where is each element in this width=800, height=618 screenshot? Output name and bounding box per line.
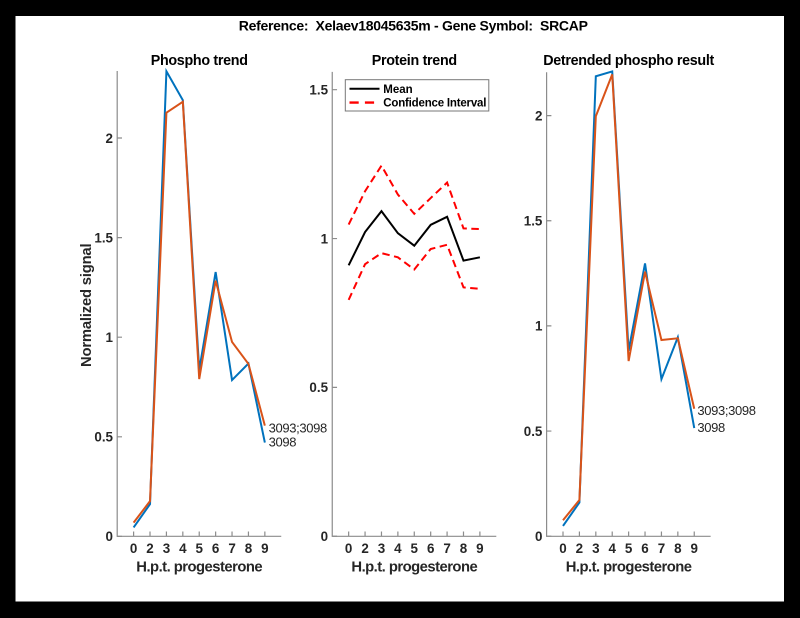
svg-text:0.5: 0.5	[309, 380, 328, 395]
svg-text:1: 1	[321, 231, 329, 246]
svg-text:0: 0	[345, 541, 352, 556]
svg-text:2: 2	[361, 541, 368, 556]
svg-text:7: 7	[658, 541, 665, 556]
svg-text:1: 1	[106, 330, 114, 345]
svg-text:Protein trend: Protein trend	[372, 53, 457, 69]
svg-text:H.p.t. progesterone: H.p.t. progesterone	[566, 560, 692, 576]
svg-text:Mean: Mean	[383, 84, 412, 96]
svg-text:9: 9	[691, 541, 698, 556]
svg-text:5: 5	[196, 541, 204, 556]
svg-text:2: 2	[146, 541, 153, 556]
svg-text:3098: 3098	[269, 435, 297, 450]
svg-text:3093;3098: 3093;3098	[697, 403, 755, 418]
svg-text:7: 7	[443, 541, 450, 556]
svg-text:0: 0	[106, 529, 113, 544]
svg-text:6: 6	[427, 541, 434, 556]
svg-text:4: 4	[394, 541, 402, 556]
svg-text:5: 5	[411, 541, 419, 556]
svg-text:5: 5	[625, 541, 633, 556]
svg-text:1.5: 1.5	[309, 83, 328, 98]
svg-text:3: 3	[378, 541, 385, 556]
svg-text:0: 0	[130, 541, 137, 556]
svg-text:8: 8	[674, 541, 682, 556]
svg-text:2: 2	[535, 108, 542, 123]
svg-text:3098: 3098	[697, 420, 725, 435]
svg-text:Normalized signal: Normalized signal	[79, 244, 95, 367]
svg-text:Reference: Xelaev18045635m -: Reference: Xelaev18045635m - Gene Symbol…	[239, 18, 588, 34]
svg-text:8: 8	[460, 541, 468, 556]
svg-text:1.5: 1.5	[524, 214, 543, 229]
svg-text:H.p.t. progesterone: H.p.t. progesterone	[351, 560, 477, 576]
svg-text:0: 0	[559, 541, 566, 556]
svg-text:1: 1	[535, 319, 543, 334]
svg-text:3: 3	[163, 541, 170, 556]
svg-text:0: 0	[535, 529, 542, 544]
svg-text:2: 2	[576, 541, 583, 556]
svg-text:4: 4	[179, 541, 187, 556]
svg-text:2: 2	[106, 131, 113, 146]
svg-text:1.5: 1.5	[94, 230, 113, 245]
svg-text:4: 4	[608, 541, 616, 556]
svg-text:Detrended phospho result: Detrended phospho result	[543, 53, 714, 69]
svg-text:Confidence Interval: Confidence Interval	[383, 98, 486, 110]
svg-text:H.p.t. progesterone: H.p.t. progesterone	[136, 560, 262, 576]
svg-text:8: 8	[245, 541, 253, 556]
svg-text:7: 7	[228, 541, 235, 556]
svg-text:0: 0	[321, 529, 328, 544]
svg-text:3093;3098: 3093;3098	[269, 421, 327, 436]
svg-text:Phospho trend: Phospho trend	[151, 53, 248, 69]
svg-text:9: 9	[476, 541, 483, 556]
svg-text:9: 9	[261, 541, 268, 556]
svg-text:3: 3	[592, 541, 599, 556]
svg-text:6: 6	[212, 541, 219, 556]
svg-text:6: 6	[641, 541, 648, 556]
svg-text:0.5: 0.5	[524, 424, 543, 439]
svg-text:0.5: 0.5	[94, 430, 113, 445]
